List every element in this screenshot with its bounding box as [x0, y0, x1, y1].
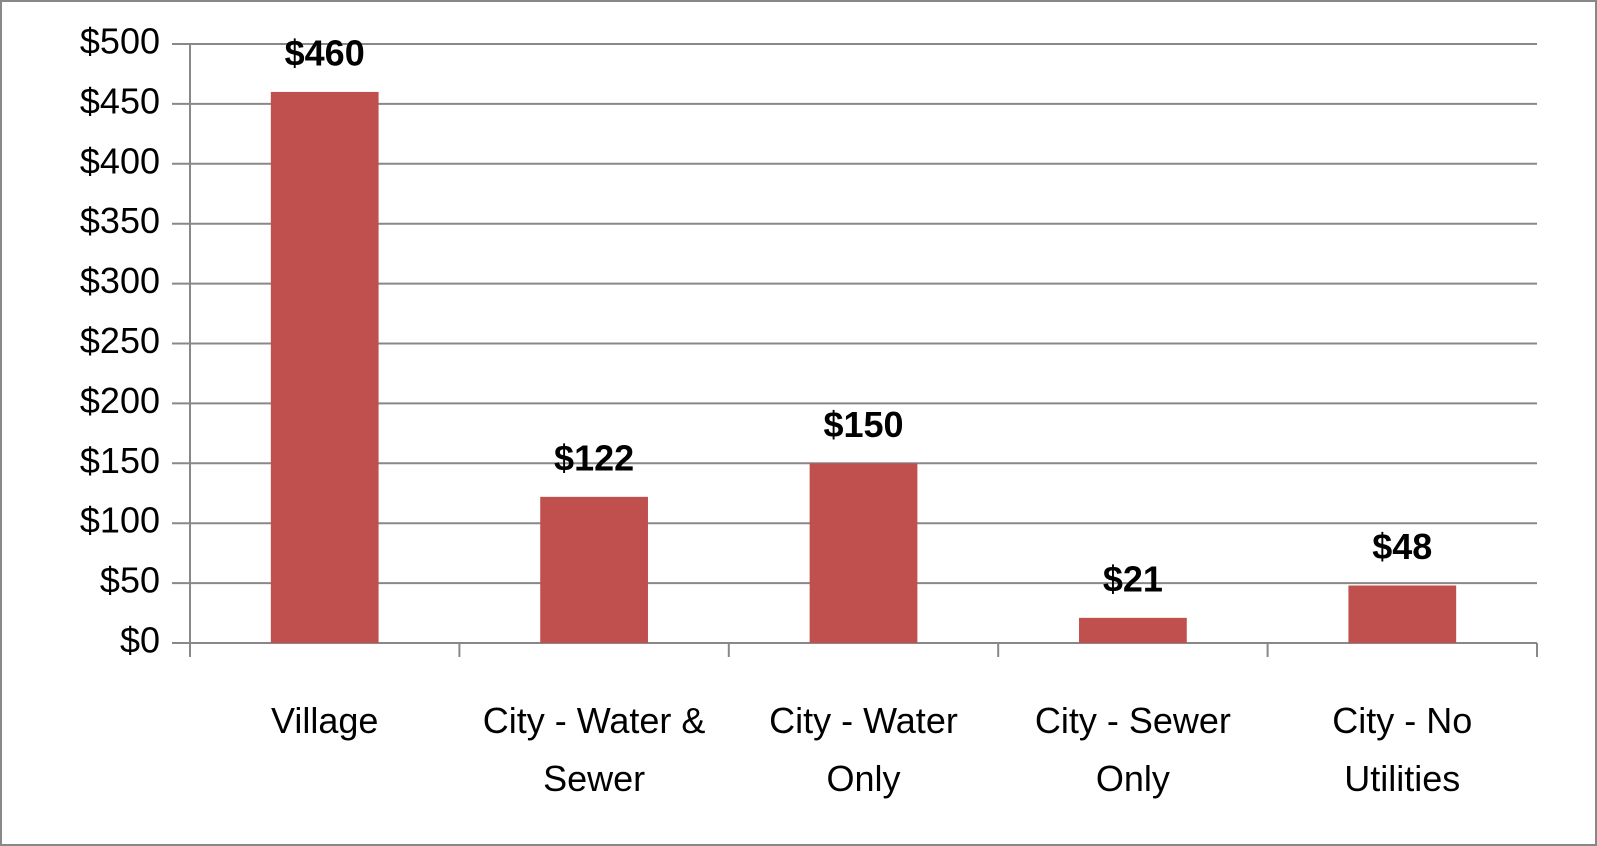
data-label: $122	[554, 437, 634, 478]
y-tick-label: $500	[80, 21, 160, 62]
y-tick-label: $50	[100, 560, 160, 601]
bar	[1348, 585, 1457, 643]
y-tick-label: $250	[80, 320, 160, 361]
bar	[270, 91, 379, 644]
y-tick-label: $300	[80, 260, 160, 301]
y-tick-label: $200	[80, 380, 160, 421]
x-tick-label: City - No Utilities	[1332, 700, 1473, 799]
y-tick-label: $450	[80, 80, 160, 121]
bar	[540, 496, 648, 643]
y-tick-label: $350	[80, 200, 160, 241]
data-label: $48	[1372, 526, 1432, 567]
bar	[809, 463, 918, 643]
data-label: $150	[823, 404, 903, 445]
y-tick-label: $100	[80, 500, 160, 541]
data-label: $460	[285, 32, 365, 73]
x-tick-label: City - Sewer Only	[1034, 700, 1231, 799]
x-tick-label: City - Water Only	[769, 700, 958, 799]
y-tick-label: $150	[80, 440, 160, 481]
y-tick-label: $0	[120, 620, 160, 661]
bar	[1079, 617, 1187, 643]
data-label: $21	[1103, 558, 1163, 599]
x-tick-label: Village	[270, 700, 379, 741]
y-tick-label: $400	[80, 140, 160, 181]
x-tick-label: City - Water & Sewer	[482, 700, 706, 799]
